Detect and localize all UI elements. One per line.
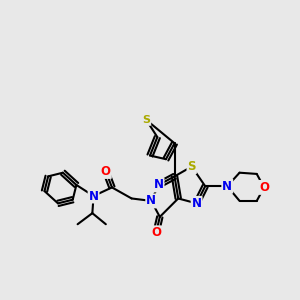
- Text: N: N: [192, 197, 202, 210]
- Text: O: O: [259, 181, 269, 194]
- Text: N: N: [146, 194, 156, 207]
- Text: N: N: [154, 178, 164, 191]
- Text: S: S: [142, 115, 150, 125]
- Text: N: N: [88, 190, 99, 202]
- Text: O: O: [101, 165, 111, 178]
- Text: S: S: [188, 160, 196, 173]
- Text: N: N: [222, 180, 232, 193]
- Text: O: O: [151, 226, 161, 239]
